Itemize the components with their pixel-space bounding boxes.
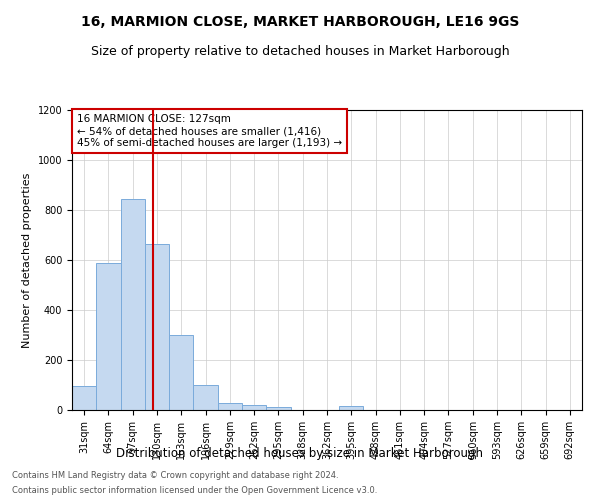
Bar (242, 404, 266, 410)
Bar (266, 407, 290, 410)
Bar (218, 402, 242, 410)
Y-axis label: Number of detached properties: Number of detached properties (22, 172, 32, 348)
Text: Size of property relative to detached houses in Market Harborough: Size of property relative to detached ho… (91, 45, 509, 58)
Bar (169, 335, 193, 410)
Bar (339, 406, 364, 410)
Text: Contains public sector information licensed under the Open Government Licence v3: Contains public sector information licen… (12, 486, 377, 495)
Bar (96, 262, 121, 410)
Text: Contains HM Land Registry data © Crown copyright and database right 2024.: Contains HM Land Registry data © Crown c… (12, 471, 338, 480)
Bar (193, 385, 218, 410)
Bar (72, 386, 96, 410)
Text: Distribution of detached houses by size in Market Harborough: Distribution of detached houses by size … (116, 448, 484, 460)
Text: 16, MARMION CLOSE, MARKET HARBOROUGH, LE16 9GS: 16, MARMION CLOSE, MARKET HARBOROUGH, LE… (81, 15, 519, 29)
Bar (121, 198, 145, 410)
Text: 16 MARMION CLOSE: 127sqm
← 54% of detached houses are smaller (1,416)
45% of sem: 16 MARMION CLOSE: 127sqm ← 54% of detach… (77, 114, 342, 148)
Bar (145, 244, 169, 410)
